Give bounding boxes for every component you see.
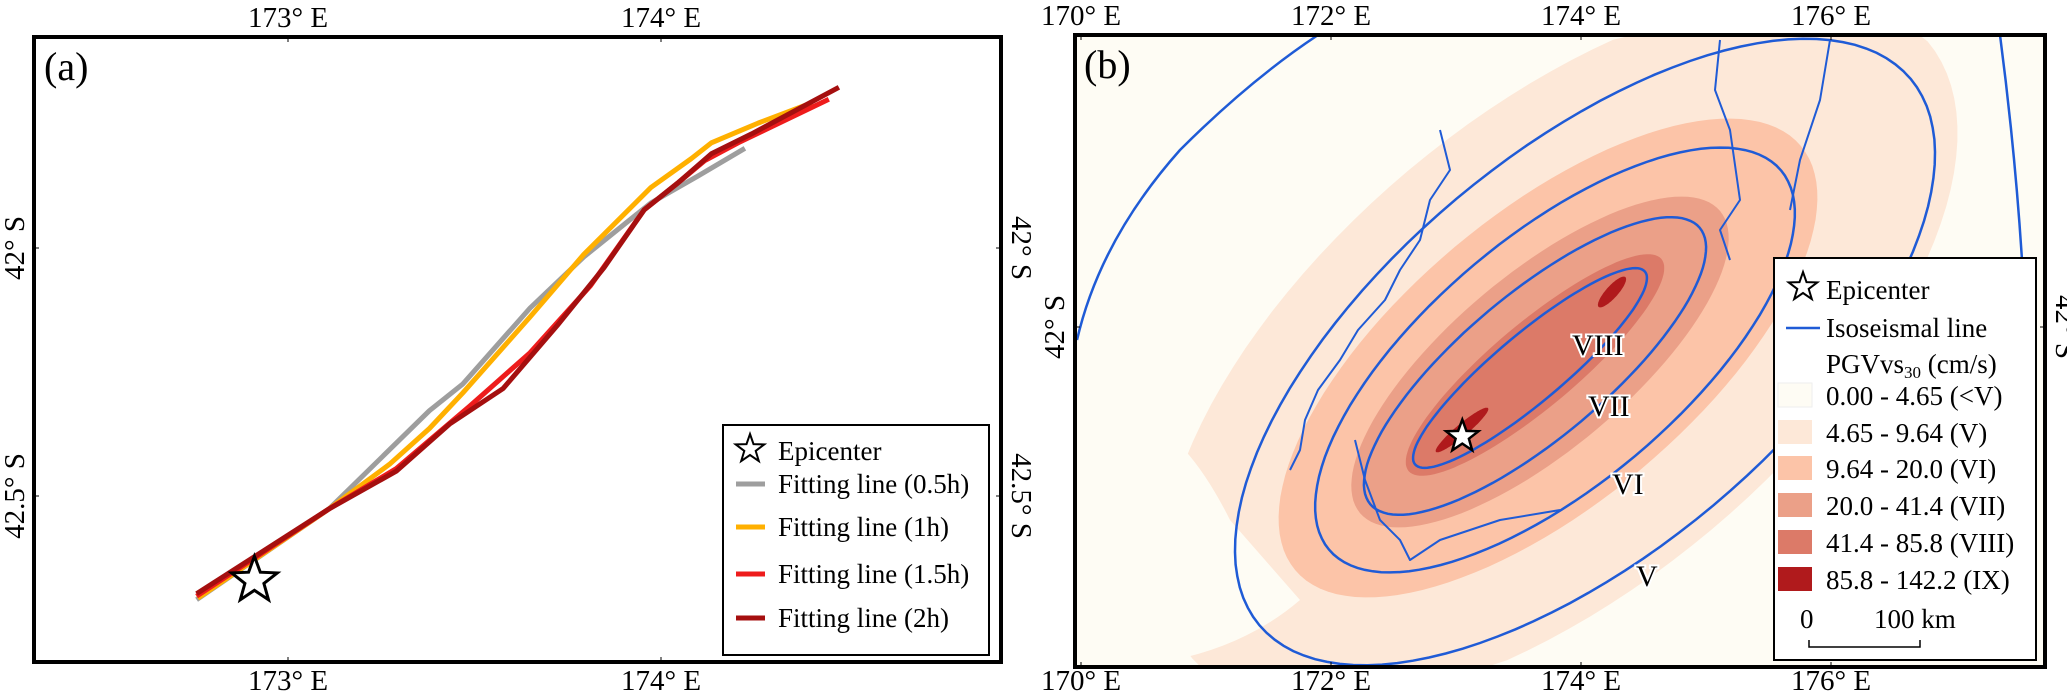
- x-tick-label-top: 176° E: [1791, 0, 1871, 32]
- panel-a-axis-ticks: 173° E 173° E 174° E 174° E 42° S 42° S 42.5° …: [0, 2, 1037, 696]
- legend-class-label: 20.0 - 41.4 (VII): [1826, 491, 2005, 521]
- x-tick-label-bottom: 172° E: [1291, 665, 1371, 696]
- isoseismal-label-vii: VII: [1588, 390, 1630, 423]
- fitting-line-1: [196, 100, 813, 601]
- legend-color-swatch: [1778, 493, 1812, 517]
- isoseismal-label-v: V: [1636, 560, 1658, 593]
- isoseismal-label-viii: VIII: [1572, 329, 1624, 362]
- scale-bar-start: 0: [1800, 604, 1814, 634]
- legend-epicenter-label: Epicenter: [778, 436, 881, 466]
- panel-b-map: VIII VII VI V (b) 170° E 170° E 172° E 172°…: [1039, 0, 2067, 696]
- x-tick-label-bottom: 176° E: [1791, 665, 1871, 696]
- x-tick-label-top: 172° E: [1291, 0, 1371, 32]
- panel-a-frame: [32, 35, 1003, 664]
- x-tick-label-bottom: 174° E: [621, 665, 701, 696]
- legend-pgv-title: PGVvs30 (cm/s): [1826, 349, 1997, 382]
- fitting-line-3: [195, 85, 841, 596]
- panel-b-label: (b): [1084, 42, 1131, 87]
- x-tick-label-top: 173° E: [248, 2, 328, 34]
- panel-a-label: (a): [44, 44, 88, 89]
- land-patch: [1075, 411, 1300, 667]
- scale-bar: [1808, 640, 1921, 648]
- epicenter-marker: [1442, 415, 1482, 454]
- scale-bar-end: 100 km: [1874, 604, 1956, 634]
- legend-isoseismal-label: Isoseismal line: [1826, 313, 1987, 343]
- legend-color-swatch: [1778, 420, 1812, 444]
- isoseismal-line-outer: [1075, 35, 1319, 341]
- panel-b-legend: Epicenter Isoseismal line PGVvs30 (cm/s)…: [1773, 257, 2037, 661]
- legend-item-label: Fitting line (2h): [778, 603, 949, 633]
- legend-epicenter-label: Epicenter: [1826, 275, 1929, 305]
- epicenter-star-icon: [1785, 268, 1821, 302]
- x-tick-label-bottom: 174° E: [1541, 665, 1621, 696]
- legend-color-swatch: [1777, 382, 1813, 408]
- x-tick-label-top: 170° E: [1041, 0, 1121, 32]
- x-tick-label-top: 174° E: [1541, 0, 1621, 32]
- legend-color-swatch: [1778, 530, 1812, 554]
- pgv-band-5: [1597, 276, 1627, 308]
- x-tick-label-bottom: 173° E: [248, 665, 328, 696]
- x-tick-label-top: 174° E: [621, 2, 701, 34]
- pgv-bands: [1075, 35, 1958, 667]
- epicenter-star-icon: [227, 551, 282, 604]
- y-tick-label-right: 42° S: [2049, 295, 2067, 359]
- isoseismal-label-vi: VI: [1612, 468, 1644, 501]
- epicenter-marker: [227, 551, 282, 604]
- isoseismal-line-outer: [1998, 35, 2024, 261]
- panel-b-frame: [1073, 33, 2047, 669]
- legend-class-label: 41.4 - 85.8 (VIII): [1826, 528, 2014, 558]
- legend-class-label: 85.8 - 142.2 (IX): [1826, 565, 2010, 595]
- y-tick-label-right: 42.5° S: [1005, 453, 1037, 539]
- legend-item-label: Fitting line (0.5h): [778, 469, 969, 499]
- fitting-lines: [195, 85, 841, 602]
- x-tick-label-bottom: 170° E: [1041, 665, 1121, 696]
- isoseismal-line-VII: [1362, 215, 1708, 517]
- fitting-line-0: [195, 146, 747, 602]
- legend-item-label: Fitting line (1.5h): [778, 559, 969, 589]
- isoseismal-line-VIII: [1411, 266, 1649, 470]
- legend-color-swatch: [1778, 456, 1812, 480]
- epicenter-star-icon: [1442, 415, 1482, 454]
- epicenter-star-icon: [732, 430, 768, 464]
- panel-a-map: (a) 173° E 173° E 174° E 174° E 42° S 42° S 42…: [0, 2, 1037, 696]
- y-tick-label-left: 42.5° S: [0, 453, 31, 539]
- legend-item-label: Fitting line (1h): [778, 512, 949, 542]
- legend-box: [1773, 257, 2037, 661]
- panel-b-axis-ticks: 170° E 170° E 172° E 172° E 174° E 174° E 176°…: [1039, 0, 2067, 696]
- legend-class-label: 0.00 - 4.65 (<V): [1826, 381, 2002, 411]
- y-tick-label-left: 42° S: [0, 216, 31, 280]
- coastline: [1289, 39, 1831, 561]
- legend-box: [722, 424, 990, 656]
- legend-color-swatch: [1778, 567, 1812, 591]
- y-tick-label-right: 42° S: [1005, 216, 1037, 280]
- panel-a-legend: Epicenter Fitting line (0.5h) Fitting lin…: [722, 424, 990, 656]
- isoseismal-line-VI: [1313, 146, 1797, 574]
- legend-class-label: 4.65 - 9.64 (V): [1826, 418, 1987, 448]
- y-tick-label-left: 42° S: [1039, 295, 1071, 359]
- legend-class-label: 9.64 - 20.0 (VI): [1826, 454, 1996, 484]
- coastline-path: [1289, 39, 1831, 561]
